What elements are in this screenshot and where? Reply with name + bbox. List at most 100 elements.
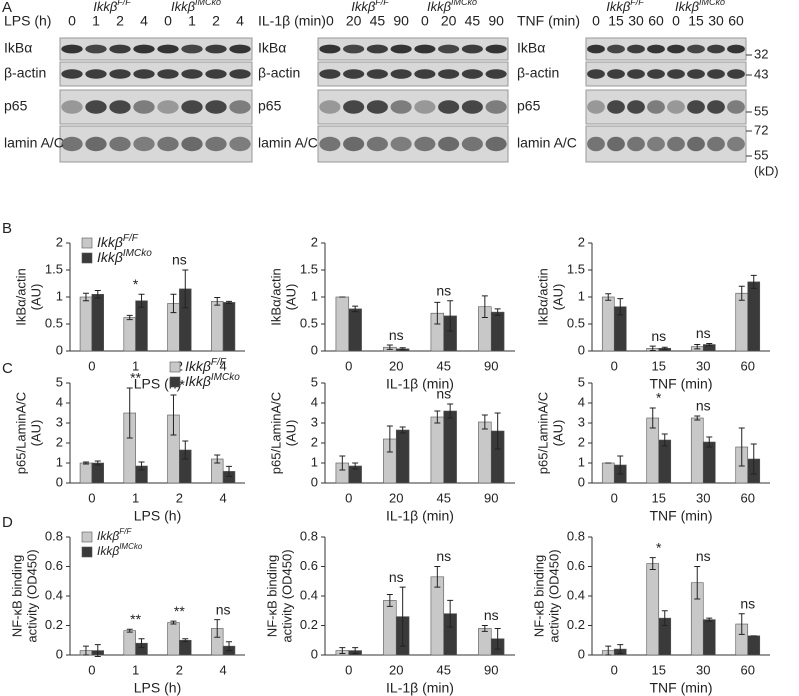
error-bar — [339, 647, 346, 655]
y-tick-label: 0.8 — [567, 528, 585, 543]
x-tick-label: 0 — [88, 358, 95, 373]
y-tick-label: 0.2 — [300, 617, 318, 632]
error-bar — [750, 443, 757, 475]
error-bar — [399, 586, 406, 647]
blot-row-label: IkBα — [4, 40, 32, 56]
blot-band — [627, 69, 645, 79]
error-bar — [386, 594, 393, 607]
error-bar — [447, 300, 454, 332]
blot-band — [229, 69, 251, 79]
error-bar — [226, 641, 233, 652]
blot-band — [319, 136, 341, 152]
lane-label: 60 — [728, 13, 744, 29]
genotype-label-base: Ikkβ — [427, 0, 452, 14]
legend-label-sup: F/F — [119, 527, 132, 536]
error-bar — [126, 387, 133, 439]
x-tick-label: 2 — [176, 662, 183, 677]
y-tick-label: 3 — [578, 414, 585, 429]
legend-swatch — [81, 531, 93, 543]
blot-band — [133, 100, 155, 114]
x-tick-label: 60 — [741, 358, 755, 373]
y-tick-label: 0 — [578, 474, 585, 489]
bar — [123, 317, 136, 352]
significance-label: ns — [696, 548, 711, 564]
blot-band — [587, 100, 605, 114]
lane-label: 20 — [441, 13, 457, 29]
y-axis-label: IkBα/actin — [535, 268, 550, 325]
lane-label: 4 — [140, 13, 148, 29]
error-bar — [481, 625, 488, 632]
y-tick-label: 1 — [311, 454, 318, 469]
error-bar — [738, 427, 745, 467]
error-bar — [399, 347, 406, 351]
blot-band — [647, 44, 665, 54]
significance-label: ns — [484, 607, 499, 623]
error-bar — [126, 628, 133, 633]
y-tick-label: 0.8 — [45, 528, 63, 543]
lane-label: 0 — [68, 13, 76, 29]
x-tick-label: 45 — [437, 490, 451, 505]
lane-label: 2 — [116, 13, 124, 29]
legend-swatch — [81, 237, 93, 249]
blot-row-label: p65 — [4, 98, 28, 114]
blot-band — [109, 100, 131, 114]
error-bar — [694, 344, 701, 350]
x-tick-label: 90 — [484, 662, 498, 677]
lane-label: 90 — [393, 13, 409, 29]
legend-label-sup: IMCko — [211, 372, 240, 383]
panel-label: A — [2, 0, 12, 16]
significance-label: ns — [696, 325, 711, 341]
marker-label: 72 — [754, 122, 768, 137]
significance-label: * — [656, 539, 662, 555]
blot-band — [438, 44, 460, 54]
blot-band — [627, 136, 645, 152]
blot-band — [343, 69, 365, 79]
lane-label: 0 — [421, 13, 429, 29]
blot-band — [133, 136, 155, 152]
blot-band — [587, 69, 605, 79]
bar — [135, 300, 148, 352]
blot-band — [727, 69, 745, 79]
blot-row-label: p65 — [258, 98, 282, 114]
x-tick-label: 60 — [741, 490, 755, 505]
blot-band — [85, 136, 107, 152]
x-tick-label: 4 — [220, 490, 227, 505]
blot-band — [157, 136, 179, 152]
blot-row-label: β-actin — [258, 65, 300, 81]
blot-band — [205, 44, 227, 54]
y-tick-label: 2 — [56, 434, 63, 449]
blot-band — [157, 44, 179, 54]
y-axis-label: p65/LaminA/C — [13, 392, 28, 474]
blot-band — [607, 69, 625, 79]
y-tick-label: 0.5 — [300, 315, 318, 330]
y-tick-label: 5 — [578, 374, 585, 389]
blot-row-label: β-actin — [4, 65, 46, 81]
error-bar — [352, 305, 359, 313]
blot-band — [414, 44, 436, 54]
blot-band — [587, 136, 605, 152]
error-bar — [617, 644, 624, 655]
blot-band — [366, 100, 388, 114]
blot-band — [414, 69, 436, 79]
error-bar — [434, 301, 441, 325]
blot-band — [133, 44, 155, 54]
y-tick-label: 1 — [311, 288, 318, 303]
error-bar — [605, 645, 612, 656]
genotype-label-base: Ikkβ — [606, 0, 631, 14]
error-bar — [182, 638, 189, 643]
blot-band — [438, 136, 460, 152]
x-axis-label: LPS (h) — [134, 680, 181, 696]
legend-label: IkkβIMCko — [185, 372, 240, 389]
blot-band — [438, 100, 460, 114]
blot-band — [205, 100, 227, 114]
blot-band — [707, 100, 725, 114]
x-tick-label: 15 — [652, 490, 666, 505]
y-axis-label: IkBα/actin — [268, 268, 283, 325]
error-bar — [694, 415, 701, 421]
error-bar — [447, 403, 454, 419]
blot-band — [687, 69, 705, 79]
error-bar — [94, 290, 101, 299]
y-axis-label: activity (OD450) — [546, 549, 561, 642]
blot-strip — [317, 37, 509, 61]
